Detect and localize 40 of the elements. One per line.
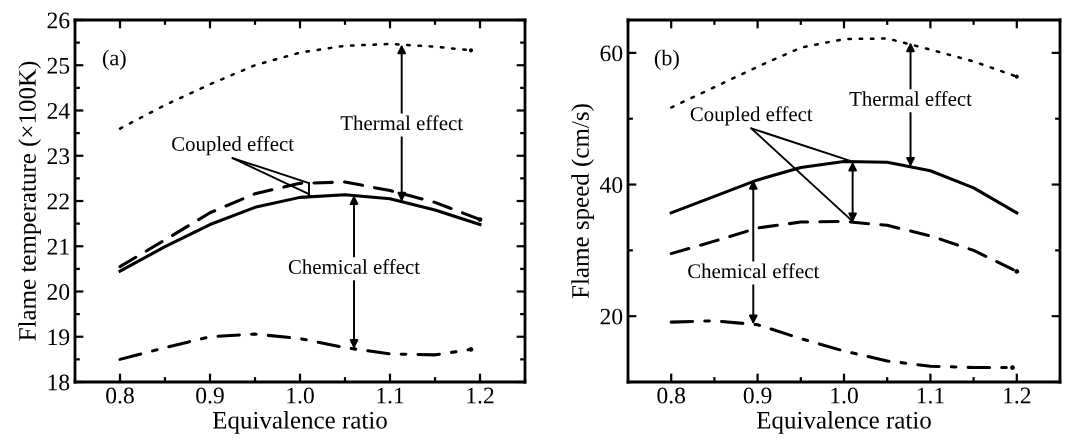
y-tick-label: 24 [47, 103, 70, 119]
x-tick-label: 1.2 [1004, 387, 1031, 404]
y-tick-label: 22 [47, 193, 69, 210]
x-tick-label: 1.2 [467, 387, 494, 404]
x-axis-title: Equivalence ratio [756, 411, 931, 434]
annotation: Chemical effect [688, 263, 820, 279]
y-tick-label: 20 [600, 308, 623, 325]
annotation: Chemical effect [288, 259, 420, 274]
y-tick-label: 21 [47, 238, 69, 255]
annotation: (b) [654, 49, 679, 70]
annotation: Thermal effect [340, 115, 463, 131]
point [468, 48, 474, 53]
annotation: Coupled effect [690, 106, 813, 126]
y-tick-label: 20 [47, 283, 70, 300]
point [477, 217, 483, 222]
y-tick-label: 25 [47, 57, 70, 74]
y-axis-title: Flame speed (cm/s) [571, 104, 594, 299]
x-tick-label: 1.1 [377, 387, 404, 404]
y-axis-title: Flame temperature (×100K) [18, 61, 41, 341]
y-tick-label: 19 [48, 329, 70, 346]
y-tick-label: 18 [48, 374, 70, 391]
y-tick-label: 26 [47, 12, 70, 29]
point [1010, 365, 1015, 370]
x-tick-label: 1.0 [287, 387, 314, 404]
point [468, 347, 474, 352]
x-tick-label: 1.0 [831, 387, 858, 404]
point [1014, 269, 1020, 274]
x-tick-label: 0.9 [743, 387, 772, 404]
annotation: Coupled effect [172, 136, 294, 156]
y-tick-label: 23 [47, 148, 70, 165]
annotation: Thermal effect [849, 91, 972, 106]
x-tick-label: 0.9 [196, 387, 224, 404]
point [1014, 74, 1019, 79]
x-axis-title: Equivalence ratio [212, 411, 387, 434]
x-tick-label: 1.1 [917, 387, 944, 404]
x-tick-label: 0.8 [657, 387, 686, 404]
x-tick-label: 0.8 [106, 387, 134, 404]
annotation: (a) [102, 49, 126, 70]
y-tick-label: 60 [600, 45, 623, 62]
y-tick-label: 40 [599, 177, 623, 193]
